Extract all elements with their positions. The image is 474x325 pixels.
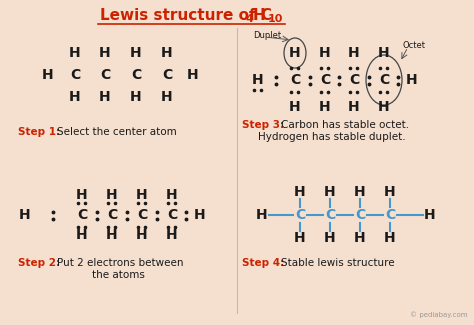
Text: H: H	[384, 185, 396, 199]
Text: H: H	[294, 185, 306, 199]
Text: H: H	[187, 68, 199, 82]
Text: the atoms: the atoms	[91, 270, 145, 280]
Text: H: H	[130, 46, 142, 60]
Text: C: C	[379, 73, 389, 87]
Text: H: H	[319, 100, 331, 114]
Text: 4: 4	[246, 14, 254, 24]
Text: C: C	[100, 68, 110, 82]
Text: H: H	[69, 46, 81, 60]
Text: H: H	[378, 100, 390, 114]
Text: C: C	[355, 208, 365, 222]
Text: H: H	[136, 228, 148, 242]
Text: C: C	[107, 208, 117, 222]
Text: H: H	[319, 46, 331, 60]
Text: H: H	[324, 185, 336, 199]
Text: H: H	[130, 90, 142, 104]
Text: H: H	[161, 46, 173, 60]
Text: Lewis structure of C: Lewis structure of C	[100, 8, 272, 23]
Text: H: H	[384, 231, 396, 245]
Text: H: H	[42, 68, 54, 82]
Text: Stable lewis structure: Stable lewis structure	[281, 258, 395, 268]
Text: H: H	[76, 188, 88, 202]
Text: C: C	[320, 73, 330, 87]
Text: H: H	[289, 46, 301, 60]
Text: H: H	[424, 208, 436, 222]
Text: Octet: Octet	[403, 41, 426, 49]
Text: H: H	[99, 90, 111, 104]
Text: H: H	[252, 73, 264, 87]
Text: H: H	[256, 208, 268, 222]
Text: H: H	[19, 208, 31, 222]
Text: H: H	[348, 100, 360, 114]
Text: C: C	[137, 208, 147, 222]
Text: H: H	[354, 185, 366, 199]
Text: H: H	[166, 188, 178, 202]
Text: H: H	[253, 8, 266, 23]
Text: H: H	[99, 46, 111, 60]
Text: C: C	[325, 208, 335, 222]
Text: H: H	[348, 46, 360, 60]
Text: H: H	[194, 208, 206, 222]
Text: H: H	[324, 231, 336, 245]
Text: H: H	[378, 46, 390, 60]
Text: Carbon has stable octet.: Carbon has stable octet.	[281, 120, 409, 130]
Text: H: H	[76, 228, 88, 242]
Text: Put 2 electrons between: Put 2 electrons between	[57, 258, 183, 268]
Text: C: C	[77, 208, 87, 222]
Text: Step 1:: Step 1:	[18, 127, 60, 137]
Text: H: H	[136, 188, 148, 202]
Text: H: H	[406, 73, 418, 87]
Text: 10: 10	[268, 14, 283, 24]
Text: C: C	[290, 73, 300, 87]
Text: C: C	[349, 73, 359, 87]
Text: H: H	[289, 100, 301, 114]
Text: C: C	[70, 68, 80, 82]
Text: H: H	[354, 231, 366, 245]
Text: C: C	[295, 208, 305, 222]
Text: H: H	[106, 188, 118, 202]
Text: Duplet: Duplet	[253, 31, 281, 40]
Text: Select the center atom: Select the center atom	[57, 127, 177, 137]
Text: H: H	[166, 228, 178, 242]
Text: C: C	[162, 68, 172, 82]
Text: © pediabay.com: © pediabay.com	[410, 312, 468, 318]
Text: C: C	[385, 208, 395, 222]
Text: H: H	[69, 90, 81, 104]
Text: C: C	[167, 208, 177, 222]
Text: Hydrogen has stable duplet.: Hydrogen has stable duplet.	[258, 132, 406, 142]
Text: Step 3:: Step 3:	[242, 120, 284, 130]
Text: H: H	[161, 90, 173, 104]
Text: H: H	[294, 231, 306, 245]
Text: Step 4:: Step 4:	[242, 258, 284, 268]
Text: C: C	[131, 68, 141, 82]
Text: Step 2:: Step 2:	[18, 258, 60, 268]
Text: H: H	[106, 228, 118, 242]
